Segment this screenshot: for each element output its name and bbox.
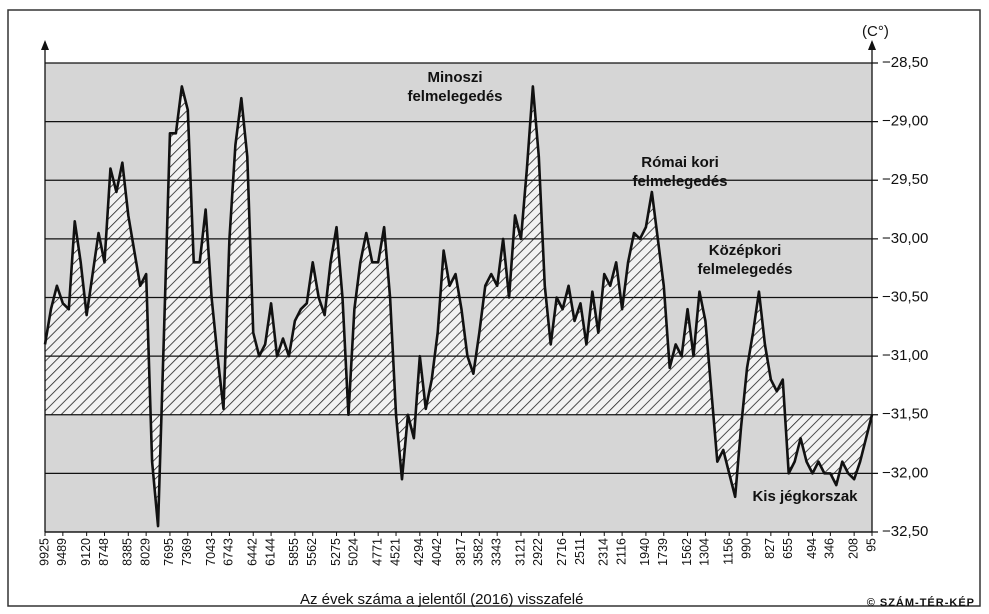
x-tick-label: 1562 bbox=[680, 538, 694, 566]
x-tick-label: 4042 bbox=[430, 538, 444, 566]
x-tick-label: 3582 bbox=[472, 538, 486, 566]
y-tick-label: −31,50 bbox=[882, 406, 928, 423]
x-tick-label: 9120 bbox=[79, 538, 93, 566]
x-tick-label: 8385 bbox=[121, 538, 135, 566]
y-tick-label: −32,00 bbox=[882, 464, 928, 481]
x-tick-label: 4771 bbox=[370, 538, 384, 566]
x-tick-label: 655 bbox=[781, 538, 795, 559]
line bbox=[43, 85, 874, 528]
x-tick-label: 9925 bbox=[37, 538, 51, 566]
x-tick-label: 3817 bbox=[454, 538, 468, 566]
axis-arrow bbox=[41, 40, 49, 50]
x-tick-label: 95 bbox=[864, 538, 878, 552]
x-tick-label: 6144 bbox=[263, 538, 277, 566]
x-tick-label: 1156 bbox=[722, 538, 736, 565]
credit: © SZÁM-TÉR-KÉP bbox=[867, 596, 975, 609]
x-tick-label: 6743 bbox=[222, 538, 236, 566]
y-tick-label: −30,50 bbox=[882, 288, 928, 305]
x-tick-label: 2511 bbox=[573, 538, 587, 565]
x-tick-label: 6442 bbox=[246, 538, 260, 566]
x-tick-label: 5024 bbox=[347, 538, 361, 566]
unit-label: (C°) bbox=[862, 23, 889, 40]
x-tick-label: 2314 bbox=[597, 538, 611, 566]
x-axis-label: Az évek száma a jelentől (2016) visszafe… bbox=[300, 591, 583, 608]
x-tick-label: 990 bbox=[739, 538, 753, 559]
x-tick-label: 8029 bbox=[138, 538, 152, 566]
y-tick-label: −32,50 bbox=[882, 523, 928, 540]
x-tick-label: 3121 bbox=[513, 538, 527, 566]
x-tick-label: 1304 bbox=[698, 538, 712, 566]
x-tick-label: 1940 bbox=[638, 538, 652, 566]
x-tick-label: 7043 bbox=[204, 538, 218, 566]
annotation: Középkori bbox=[709, 242, 782, 259]
x-tick-label: 2716 bbox=[555, 538, 569, 566]
annotation: felmelegedés bbox=[632, 173, 727, 190]
x-tick-label: 5275 bbox=[329, 538, 343, 566]
x-tick-label: 7695 bbox=[162, 538, 176, 566]
area-fill bbox=[45, 86, 872, 527]
axis-arrow bbox=[868, 40, 876, 50]
x-tick-label: 2922 bbox=[531, 538, 545, 566]
x-tick-label: 3343 bbox=[489, 538, 503, 566]
y-tick-label: −31,00 bbox=[882, 347, 928, 364]
x-tick-label: 208 bbox=[846, 538, 860, 559]
y-tick-label: −29,50 bbox=[882, 171, 928, 188]
annotation: felmelegedés bbox=[697, 261, 792, 278]
y-tick-label: −30,00 bbox=[882, 230, 928, 247]
x-tick-label: 494 bbox=[805, 538, 819, 559]
x-tick-label: 346 bbox=[823, 538, 837, 559]
x-tick-label: 9489 bbox=[55, 538, 69, 566]
x-tick-label: 7369 bbox=[180, 538, 194, 566]
x-tick-label: 8748 bbox=[97, 538, 111, 566]
x-tick-label: 5562 bbox=[305, 538, 319, 566]
x-tick-label: 827 bbox=[763, 538, 777, 559]
x-tick-label: 5855 bbox=[287, 538, 301, 566]
x-tick-label: 4294 bbox=[412, 538, 426, 566]
annotation: Római kori bbox=[641, 154, 719, 171]
annotation: Minoszi bbox=[428, 69, 483, 86]
annotation: felmelegedés bbox=[407, 88, 502, 105]
x-tick-label: 2116 bbox=[614, 538, 628, 565]
annotation: Kis jégkorszak bbox=[752, 488, 858, 505]
y-tick-label: −28,50 bbox=[882, 54, 928, 71]
x-tick-label: 1739 bbox=[656, 538, 670, 566]
x-tick-label: 4521 bbox=[388, 538, 402, 566]
y-tick-label: −29,00 bbox=[882, 113, 928, 130]
